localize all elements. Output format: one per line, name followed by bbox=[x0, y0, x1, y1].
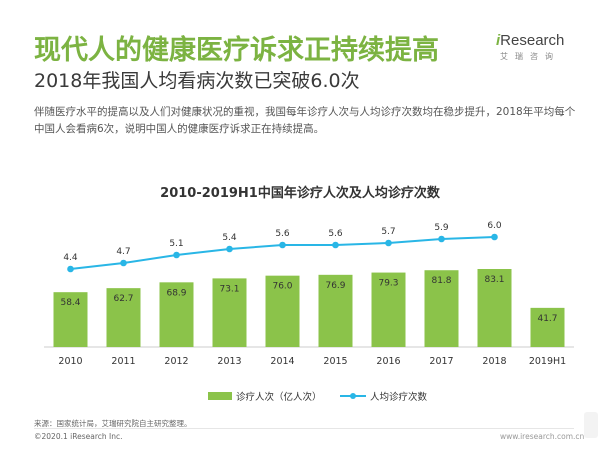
line-label-2018: 6.0 bbox=[487, 221, 502, 231]
bar-2015 bbox=[318, 274, 353, 347]
legend-bar-swatch bbox=[208, 392, 232, 400]
logo-wordmark: iResearch bbox=[496, 32, 564, 49]
bar-label-2011: 62.7 bbox=[113, 294, 133, 304]
line-label-2015: 5.6 bbox=[328, 229, 343, 239]
line-label-2011: 4.7 bbox=[116, 247, 130, 257]
logo-subtitle: 艾瑞咨询 bbox=[500, 52, 560, 61]
iresearch-logo: iResearch 艾瑞咨询 bbox=[496, 32, 576, 68]
bar-2016 bbox=[371, 272, 406, 347]
line-label-2013: 5.4 bbox=[222, 233, 237, 243]
bar-label-2018: 83.1 bbox=[484, 275, 504, 285]
line-point-2013 bbox=[226, 245, 233, 253]
bar-label-2013: 73.1 bbox=[219, 284, 239, 294]
legend-line-marker bbox=[350, 393, 356, 399]
x-tick-2010: 2010 bbox=[58, 356, 82, 367]
legend-line-label: 人均诊疗次数 bbox=[370, 391, 428, 403]
copyright-note: ©2020.1 iResearch Inc. bbox=[34, 432, 123, 441]
line-label-2014: 5.6 bbox=[275, 229, 290, 239]
line-point-2014 bbox=[279, 241, 286, 249]
bar-label-2012: 68.9 bbox=[166, 288, 186, 298]
bar-2010 bbox=[53, 292, 88, 347]
line-label-2010: 4.4 bbox=[63, 253, 78, 263]
bar-label-2014: 76.0 bbox=[272, 282, 292, 292]
website-note: www.iresearch.com.cn bbox=[500, 432, 585, 441]
bar-2012 bbox=[159, 282, 194, 347]
bar-label-2019H1: 41.7 bbox=[537, 314, 557, 324]
bar-2017 bbox=[424, 270, 459, 347]
line-label-2012: 5.1 bbox=[169, 239, 183, 249]
line-point-2018 bbox=[491, 233, 498, 241]
x-tick-2015: 2015 bbox=[323, 356, 347, 367]
corner-watermark bbox=[584, 412, 598, 438]
bar-label-2017: 81.8 bbox=[431, 276, 451, 286]
x-tick-2017: 2017 bbox=[429, 356, 453, 367]
x-tick-2011: 2011 bbox=[111, 356, 135, 367]
bar-2019H1 bbox=[530, 307, 565, 347]
logo-wordmark-main: Research bbox=[500, 32, 565, 49]
source-note: 来源：国家统计局，艾瑞研究院自主研究整理。 bbox=[34, 419, 192, 428]
line-point-2011 bbox=[120, 259, 127, 267]
logo-wordmark-i: i bbox=[496, 32, 501, 49]
bar-2018 bbox=[477, 269, 512, 347]
legend-bar-label: 诊疗人次（亿人次） bbox=[236, 391, 322, 403]
x-tick-2012: 2012 bbox=[164, 356, 188, 367]
bar-label-2015: 76.9 bbox=[325, 281, 345, 291]
x-tick-2016: 2016 bbox=[376, 356, 400, 367]
page-subheading: 2018年我国人均看病次数已突破6.0次 bbox=[34, 70, 360, 92]
x-tick-2013: 2013 bbox=[217, 356, 241, 367]
x-tick-2018: 2018 bbox=[482, 356, 506, 367]
page-headline: 现代人的健康医疗诉求正持续提高 bbox=[34, 35, 439, 66]
line-label-2017: 5.9 bbox=[434, 223, 449, 233]
bar-2014 bbox=[265, 275, 300, 347]
x-tick-2014: 2014 bbox=[270, 356, 294, 367]
bar-2011 bbox=[106, 288, 141, 347]
x-tick-2019H1: 2019H1 bbox=[529, 356, 566, 367]
line-point-2016 bbox=[385, 239, 392, 247]
line-point-2012 bbox=[173, 251, 180, 259]
intro-paragraph: 伴随医疗水平的提高以及人们对健康状况的重视，我国每年诊疗人次与人均诊疗次数均在稳… bbox=[34, 106, 576, 135]
corner-watermark-shape bbox=[584, 412, 598, 438]
bar-2013 bbox=[212, 278, 247, 347]
line-label-2016: 5.7 bbox=[381, 227, 395, 237]
bar-label-2010: 58.4 bbox=[60, 298, 80, 308]
line-point-2017 bbox=[438, 235, 445, 243]
line-point-2010 bbox=[67, 265, 74, 273]
line-point-2015 bbox=[332, 241, 339, 249]
chart-title: 2010-2019H1中国年诊疗人次及人均诊疗次数 bbox=[160, 185, 441, 201]
footer-divider bbox=[34, 428, 574, 429]
bar-label-2016: 79.3 bbox=[378, 279, 398, 289]
